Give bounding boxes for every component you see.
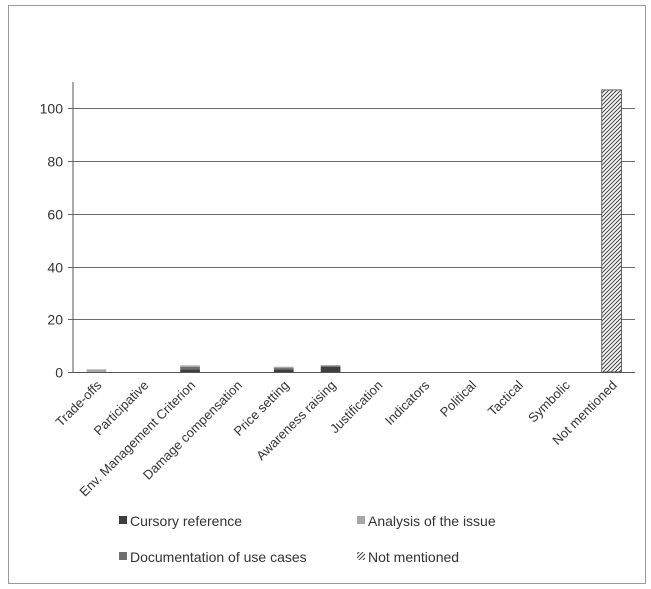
legend-label: Analysis of the issue <box>368 513 496 529</box>
legend-label: Not mentioned <box>368 549 459 565</box>
bar-segment <box>180 369 200 372</box>
legend-label: Cursory reference <box>130 513 242 529</box>
bar-segment <box>273 369 294 372</box>
legend-swatch <box>357 516 365 524</box>
legend-item: Not mentioned <box>357 549 459 565</box>
bar-segment <box>86 369 107 372</box>
grid-layer <box>68 108 635 373</box>
label-layer: 020406080100Trade-offsParticipativeEnv. … <box>40 101 620 500</box>
bar-segment <box>273 368 294 370</box>
x-tick-label: Tactical <box>485 377 526 418</box>
bar-segment <box>601 89 622 373</box>
bar-segment <box>180 365 200 367</box>
y-tick-label: 0 <box>55 365 63 381</box>
y-tick-label: 80 <box>47 154 63 170</box>
x-tick-label: Symbolic <box>525 377 573 425</box>
bar-layer <box>86 89 622 373</box>
legend-swatch <box>357 552 365 560</box>
bar-segment <box>320 365 341 367</box>
y-tick-label: 40 <box>47 260 63 276</box>
legend-swatch <box>119 516 127 524</box>
legend-item: Analysis of the issue <box>357 513 496 529</box>
legend-swatch <box>119 552 127 560</box>
chart-frame: 0 20 40 60 80 100 Trade-offs Participative Env. … <box>8 5 646 584</box>
y-tick-label: 60 <box>47 207 63 223</box>
legend-label: Documentation of use cases <box>130 549 307 565</box>
y-tick-label: 20 <box>47 312 63 328</box>
x-tick-label: Indicators <box>382 377 433 428</box>
legend-item: Documentation of use cases <box>119 549 307 565</box>
bar-segment <box>180 366 200 370</box>
legend-layer: Cursory reference Analysis of the issue Do… <box>119 513 496 565</box>
y-tick-label: 100 <box>40 101 64 117</box>
chart-svg: 020406080100Trade-offsParticipativeEnv. … <box>40 82 635 565</box>
x-tick-label: Political <box>437 377 479 419</box>
bar-segment <box>320 366 341 372</box>
bar-segment <box>273 366 294 369</box>
x-tick-label: Awareness raising <box>253 378 339 464</box>
legend-item: Cursory reference <box>119 513 242 529</box>
